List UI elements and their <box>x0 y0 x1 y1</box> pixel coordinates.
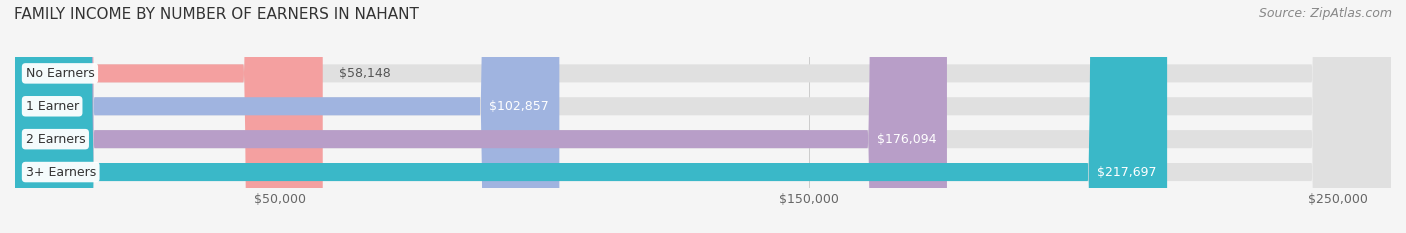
Text: 2 Earners: 2 Earners <box>25 133 86 146</box>
Text: $217,697: $217,697 <box>1097 165 1157 178</box>
FancyBboxPatch shape <box>15 0 948 233</box>
FancyBboxPatch shape <box>15 0 1391 233</box>
Text: FAMILY INCOME BY NUMBER OF EARNERS IN NAHANT: FAMILY INCOME BY NUMBER OF EARNERS IN NA… <box>14 7 419 22</box>
Text: $58,148: $58,148 <box>339 67 391 80</box>
Text: Source: ZipAtlas.com: Source: ZipAtlas.com <box>1258 7 1392 20</box>
FancyBboxPatch shape <box>15 0 560 233</box>
FancyBboxPatch shape <box>15 0 323 233</box>
FancyBboxPatch shape <box>15 0 1391 233</box>
Text: $176,094: $176,094 <box>877 133 936 146</box>
Text: No Earners: No Earners <box>25 67 94 80</box>
FancyBboxPatch shape <box>15 0 1391 233</box>
Text: 1 Earner: 1 Earner <box>25 100 79 113</box>
Text: $102,857: $102,857 <box>489 100 548 113</box>
FancyBboxPatch shape <box>15 0 1391 233</box>
Text: 3+ Earners: 3+ Earners <box>25 165 96 178</box>
FancyBboxPatch shape <box>15 0 1167 233</box>
